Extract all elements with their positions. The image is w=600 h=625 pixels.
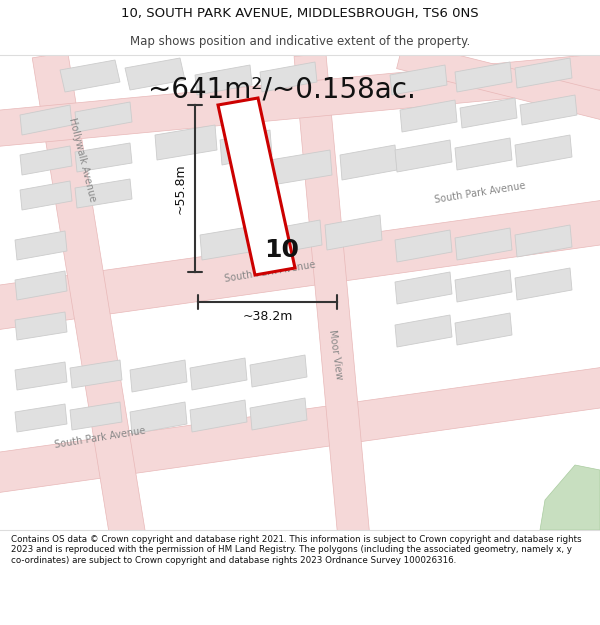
Polygon shape — [15, 271, 67, 300]
Polygon shape — [455, 313, 512, 345]
Polygon shape — [15, 231, 67, 260]
Polygon shape — [515, 135, 572, 167]
Polygon shape — [400, 100, 457, 132]
Polygon shape — [155, 125, 217, 160]
Polygon shape — [395, 315, 452, 347]
Polygon shape — [15, 404, 67, 432]
Polygon shape — [195, 65, 252, 95]
Polygon shape — [397, 41, 600, 124]
Text: 10, SOUTH PARK AVENUE, MIDDLESBROUGH, TS6 0NS: 10, SOUTH PARK AVENUE, MIDDLESBROUGH, TS… — [121, 8, 479, 20]
Polygon shape — [75, 179, 132, 208]
Text: ~641m²/~0.158ac.: ~641m²/~0.158ac. — [148, 75, 416, 103]
Polygon shape — [395, 272, 452, 304]
Polygon shape — [515, 58, 572, 88]
Polygon shape — [265, 220, 322, 255]
Polygon shape — [455, 228, 512, 260]
Polygon shape — [220, 130, 272, 165]
Polygon shape — [520, 95, 577, 125]
Polygon shape — [260, 62, 317, 92]
Text: South Park Avenue: South Park Avenue — [54, 426, 146, 450]
Polygon shape — [250, 398, 307, 430]
Polygon shape — [0, 52, 600, 148]
Text: ~55.8m: ~55.8m — [174, 163, 187, 214]
Polygon shape — [0, 365, 600, 495]
Text: ~38.2m: ~38.2m — [242, 310, 293, 323]
Text: Hollywalk Avenue: Hollywalk Avenue — [67, 117, 97, 203]
Polygon shape — [395, 140, 452, 172]
Polygon shape — [75, 143, 132, 172]
Polygon shape — [395, 230, 452, 262]
Polygon shape — [190, 358, 247, 390]
Polygon shape — [15, 312, 67, 340]
Polygon shape — [20, 181, 72, 210]
Polygon shape — [125, 58, 185, 90]
Polygon shape — [32, 52, 148, 553]
Text: South Park Avenue: South Park Avenue — [224, 260, 316, 284]
Polygon shape — [460, 98, 517, 128]
Polygon shape — [455, 62, 512, 92]
Text: 10: 10 — [265, 238, 299, 262]
Polygon shape — [270, 150, 332, 185]
Polygon shape — [20, 105, 72, 135]
Text: Map shows position and indicative extent of the property.: Map shows position and indicative extent… — [130, 35, 470, 48]
Polygon shape — [200, 225, 262, 260]
Polygon shape — [130, 402, 187, 434]
Polygon shape — [294, 54, 371, 551]
Text: Moor View: Moor View — [326, 329, 343, 381]
Polygon shape — [250, 355, 307, 387]
Polygon shape — [340, 145, 397, 180]
Polygon shape — [325, 215, 382, 250]
Polygon shape — [390, 65, 447, 95]
Polygon shape — [515, 268, 572, 300]
Polygon shape — [15, 362, 67, 390]
Polygon shape — [70, 360, 122, 388]
Polygon shape — [515, 225, 572, 257]
Polygon shape — [190, 400, 247, 432]
Polygon shape — [455, 138, 512, 170]
Text: South Park Avenue: South Park Avenue — [434, 181, 526, 205]
Polygon shape — [70, 402, 122, 430]
Polygon shape — [455, 270, 512, 302]
Polygon shape — [60, 60, 120, 92]
Polygon shape — [75, 102, 132, 132]
Polygon shape — [540, 465, 600, 530]
Polygon shape — [218, 98, 295, 275]
Polygon shape — [130, 360, 187, 392]
Text: Contains OS data © Crown copyright and database right 2021. This information is : Contains OS data © Crown copyright and d… — [11, 535, 581, 564]
Polygon shape — [20, 146, 72, 175]
Polygon shape — [0, 198, 600, 332]
